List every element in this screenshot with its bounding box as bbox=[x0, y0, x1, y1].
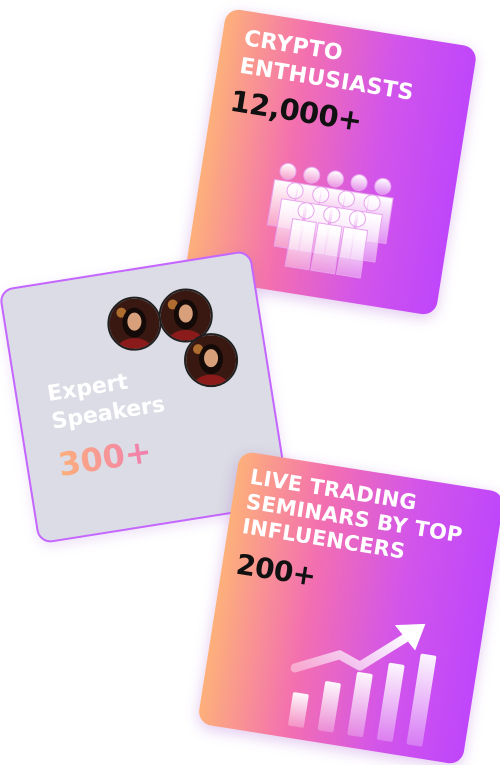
speaker-avatar bbox=[158, 288, 213, 343]
stat-value: 300+ bbox=[55, 431, 155, 485]
expert-speakers-card: Expert Speakers 300+ bbox=[0, 249, 291, 545]
live-trading-card: LIVE TRADING SEMINARS BY TOP INFLUENCERS… bbox=[197, 450, 500, 765]
growth-chart-icon bbox=[288, 623, 437, 747]
crowd-icon bbox=[266, 162, 394, 279]
crypto-enthusiasts-card: CRYPTO ENTHUSIASTS 12,000+ bbox=[184, 7, 478, 317]
stat-value: 200+ bbox=[233, 547, 318, 593]
speaker-avatar bbox=[184, 333, 239, 388]
speaker-avatar bbox=[107, 296, 162, 351]
